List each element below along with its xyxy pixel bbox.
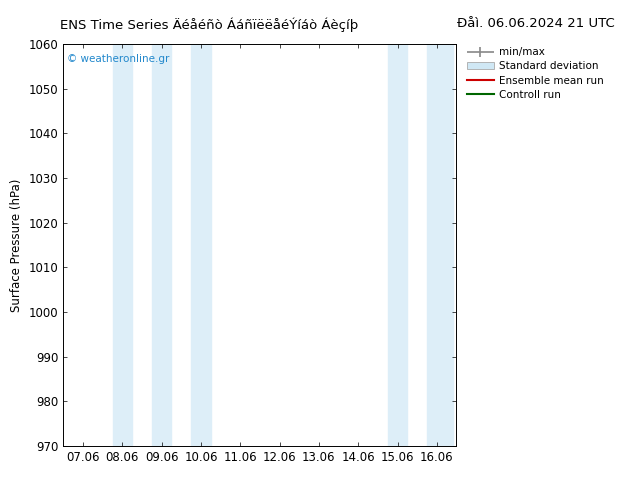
Text: © weatheronline.gr: © weatheronline.gr [67,54,170,64]
Bar [387,44,407,446]
Y-axis label: Surface Pressure (hPa): Surface Pressure (hPa) [10,178,23,312]
Bar [427,44,453,446]
Bar [152,44,171,446]
Text: ENS Time Series Äéåéñò ÁáñïëëåéÝíáò Áèçíþ: ENS Time Series Äéåéñò ÁáñïëëåéÝíáò Áèçí… [60,17,358,32]
Legend: min/max, Standard deviation, Ensemble mean run, Controll run: min/max, Standard deviation, Ensemble me… [464,44,607,103]
Bar [113,44,132,446]
Bar [191,44,210,446]
Text: Ðåì. 06.06.2024 21 UTC: Ðåì. 06.06.2024 21 UTC [457,17,614,30]
